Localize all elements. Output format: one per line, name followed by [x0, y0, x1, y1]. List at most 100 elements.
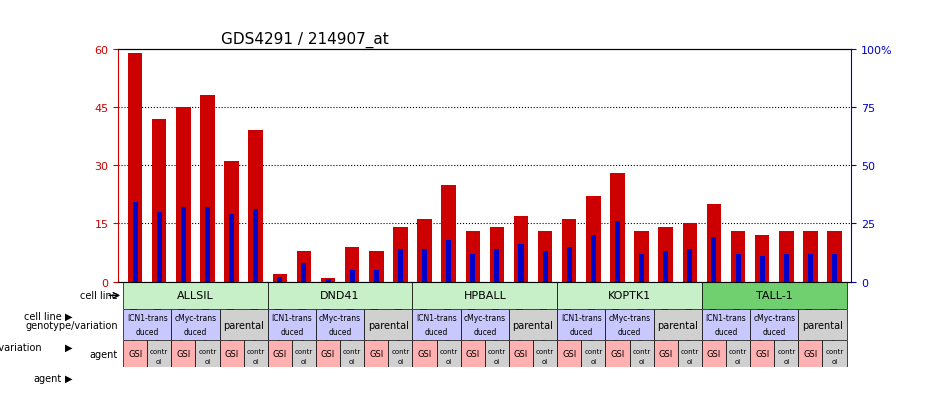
Text: ol: ol	[446, 358, 452, 364]
Text: contr: contr	[536, 348, 554, 354]
FancyBboxPatch shape	[654, 309, 702, 340]
Text: ol: ol	[639, 358, 645, 364]
Text: ol: ol	[494, 358, 500, 364]
FancyBboxPatch shape	[750, 340, 774, 368]
FancyBboxPatch shape	[702, 340, 726, 368]
Text: GSI: GSI	[562, 349, 576, 358]
Bar	[755, 235, 769, 282]
FancyBboxPatch shape	[219, 340, 244, 368]
Text: duced: duced	[184, 327, 207, 336]
FancyBboxPatch shape	[702, 309, 750, 340]
Text: duced: duced	[714, 327, 738, 336]
Bar	[610, 173, 624, 282]
FancyBboxPatch shape	[774, 340, 798, 368]
Bar	[780, 232, 794, 282]
Bar	[157, 212, 162, 282]
FancyBboxPatch shape	[316, 340, 341, 368]
Bar	[470, 254, 475, 282]
Text: contr: contr	[633, 348, 651, 354]
Text: GSI: GSI	[128, 349, 142, 358]
FancyBboxPatch shape	[268, 340, 292, 368]
FancyBboxPatch shape	[750, 309, 798, 340]
Bar	[205, 208, 210, 282]
FancyBboxPatch shape	[702, 282, 847, 309]
Text: parental: parental	[802, 320, 843, 330]
Text: agent: agent	[90, 349, 117, 359]
Text: GSI: GSI	[369, 349, 383, 358]
Text: ol: ol	[301, 358, 307, 364]
Text: duced: duced	[280, 327, 304, 336]
FancyBboxPatch shape	[605, 309, 654, 340]
Text: duced: duced	[569, 327, 593, 336]
Text: TALL-1: TALL-1	[756, 291, 793, 301]
Bar	[711, 238, 716, 282]
FancyBboxPatch shape	[316, 309, 364, 340]
Bar	[152, 119, 166, 282]
FancyBboxPatch shape	[557, 340, 581, 368]
Bar	[543, 252, 548, 282]
Text: ol: ol	[204, 358, 211, 364]
Text: ol: ol	[832, 358, 837, 364]
Text: ol: ol	[156, 358, 163, 364]
Bar	[447, 240, 451, 282]
Bar	[398, 249, 403, 282]
Text: duced: duced	[135, 327, 159, 336]
Text: contr: contr	[199, 348, 217, 354]
FancyBboxPatch shape	[341, 340, 364, 368]
Text: duced: duced	[618, 327, 641, 336]
Text: GDS4291 / 214907_at: GDS4291 / 214907_at	[220, 32, 389, 48]
Bar	[731, 232, 745, 282]
Text: ICN1-trans: ICN1-trans	[561, 313, 602, 323]
Text: ol: ol	[397, 358, 404, 364]
FancyBboxPatch shape	[123, 340, 148, 368]
Text: agent: agent	[33, 373, 61, 383]
Text: KOPTK1: KOPTK1	[608, 291, 651, 301]
Bar	[224, 162, 238, 282]
Text: ▶: ▶	[65, 373, 73, 383]
Text: genotype/variation: genotype/variation	[26, 320, 117, 330]
Text: ICN1-trans: ICN1-trans	[706, 313, 746, 323]
Bar	[736, 254, 741, 282]
FancyBboxPatch shape	[364, 340, 389, 368]
Text: GSI: GSI	[755, 349, 769, 358]
Text: parental: parental	[513, 320, 553, 330]
Bar	[394, 228, 408, 282]
Text: ALLSIL: ALLSIL	[177, 291, 214, 301]
Text: contr: contr	[440, 348, 458, 354]
FancyBboxPatch shape	[412, 282, 557, 309]
Bar	[707, 204, 721, 282]
Bar	[254, 210, 258, 282]
Text: GSI: GSI	[224, 349, 238, 358]
FancyBboxPatch shape	[509, 340, 533, 368]
FancyBboxPatch shape	[171, 309, 219, 340]
Text: ol: ol	[253, 358, 259, 364]
Text: ol: ol	[349, 358, 356, 364]
Text: cMyc-trans: cMyc-trans	[319, 313, 361, 323]
Text: DND41: DND41	[321, 291, 359, 301]
Text: contr: contr	[585, 348, 603, 354]
Text: contr: contr	[295, 348, 313, 354]
Text: ICN1-trans: ICN1-trans	[127, 313, 167, 323]
FancyBboxPatch shape	[581, 340, 605, 368]
Text: contr: contr	[729, 348, 747, 354]
Bar	[567, 247, 571, 282]
Bar	[350, 270, 355, 282]
Text: cMyc-trans: cMyc-trans	[464, 313, 506, 323]
FancyBboxPatch shape	[557, 282, 702, 309]
Bar	[249, 131, 263, 282]
Bar	[808, 254, 813, 282]
Text: duced: duced	[762, 327, 786, 336]
Bar	[591, 235, 596, 282]
Bar	[325, 280, 330, 282]
Bar	[783, 254, 789, 282]
Text: HPBALL: HPBALL	[464, 291, 506, 301]
Bar	[442, 185, 456, 282]
Bar	[128, 53, 142, 282]
Text: ol: ol	[542, 358, 549, 364]
Bar	[374, 270, 378, 282]
FancyBboxPatch shape	[196, 340, 219, 368]
Text: duced: duced	[473, 327, 497, 336]
Text: genotype/variation: genotype/variation	[0, 342, 43, 352]
Text: ICN1-trans: ICN1-trans	[416, 313, 457, 323]
Bar	[658, 228, 673, 282]
